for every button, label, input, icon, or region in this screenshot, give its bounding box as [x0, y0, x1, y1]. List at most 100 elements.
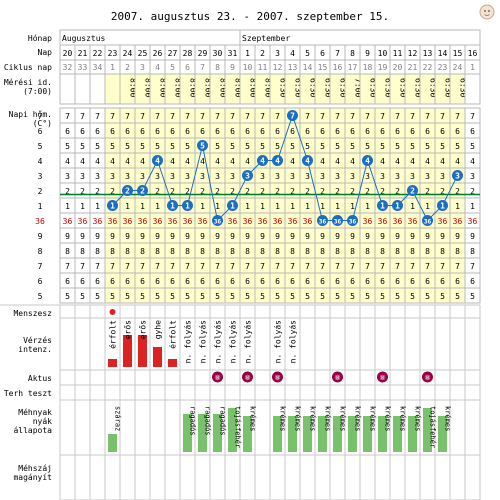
temp-cell-value: 9	[185, 232, 190, 241]
temp-cell-value: 3	[185, 172, 190, 181]
temp-cell-value: 6	[170, 127, 175, 136]
cycle-day: 33	[78, 63, 88, 72]
temp-point	[137, 185, 148, 196]
temp-cell-value: 7	[455, 262, 460, 271]
temp-cell-value: 9	[410, 232, 415, 241]
temp-cell-value: 4	[320, 157, 325, 166]
mucus-bar	[108, 434, 117, 452]
temp-cell-value: 7	[215, 112, 220, 121]
measure-time: 8:00	[249, 78, 258, 97]
temp-cell-value: 6	[470, 127, 475, 136]
mucus-bar	[183, 414, 192, 452]
temp-cell-value: 7	[335, 262, 340, 271]
temp-cell-value: 7	[425, 112, 430, 121]
bleeding-label: erős	[124, 320, 133, 339]
temp-cell-value: 9	[110, 232, 115, 241]
mucus-bar	[228, 408, 237, 452]
bleeding-label: érfolt	[108, 320, 118, 349]
month-label: Augusztus	[62, 34, 106, 43]
temp-cell-value: 2	[200, 187, 205, 196]
temp-cell-value: 9	[320, 232, 325, 241]
temp-cell-value: 5	[470, 292, 475, 301]
measure-time: 8:00	[204, 78, 213, 97]
intercourse-symbol: ⑧	[214, 374, 220, 382]
temp-point-label: 1	[110, 202, 115, 211]
temp-cell-value: 6	[275, 127, 280, 136]
temp-cell-value: 7	[470, 262, 475, 271]
temp-cell-value: 5	[425, 142, 430, 151]
temp-cell-value: 2	[335, 187, 340, 196]
temp-cell-value: 7	[140, 262, 145, 271]
temp-cell-value: 4	[290, 157, 295, 166]
temp-cell-value: 6	[365, 127, 370, 136]
temp-cell-value: 1	[320, 202, 325, 211]
temp-cell-value: 36	[408, 217, 418, 226]
temp-cell-value: 4	[95, 157, 100, 166]
temp-cell-value: 8	[365, 247, 370, 256]
temp-cell-value: 3	[305, 172, 310, 181]
temp-cell-value: 36	[303, 217, 313, 226]
temp-cell-value: 6	[140, 277, 145, 286]
mucus-label: ragadós	[204, 406, 212, 436]
temp-cell-value: 6	[65, 277, 70, 286]
label-cervix: Méhszáj magányít	[13, 464, 52, 482]
temp-cell-value: 1	[425, 202, 430, 211]
temp-cell-value: 5	[170, 142, 175, 151]
temp-cell-value: 4	[410, 157, 415, 166]
measure-time: 8:00	[189, 78, 198, 97]
bleeding-bar	[153, 347, 162, 367]
label-pregnancy-test: Terh teszt	[3, 389, 52, 398]
cycle-day: 19	[378, 63, 388, 72]
cycle-day: 10	[243, 63, 253, 72]
temp-cell-value: 2	[155, 187, 160, 196]
temp-cell-value: 2	[65, 187, 70, 196]
temp-point-label: 4	[155, 157, 160, 166]
temp-cell-value: 36	[243, 217, 253, 226]
temp-cell-value: 7	[200, 262, 205, 271]
temp-cell-value: 6	[425, 277, 430, 286]
temp-cell-value: 9	[275, 232, 280, 241]
temp-axis-label: 6	[38, 277, 43, 286]
temp-cell-value: 7	[320, 112, 325, 121]
temp-axis-label: 7	[38, 262, 43, 271]
mucus-bar	[438, 416, 447, 452]
temp-point-label: 2	[125, 187, 130, 196]
day-number: 30	[213, 49, 223, 58]
temp-point	[182, 200, 193, 211]
label-daily-temp: Napi hőm. (C°)	[8, 110, 52, 128]
temp-cell-value: 8	[395, 247, 400, 256]
temp-cell-value: 36	[63, 217, 73, 226]
temp-point	[407, 185, 418, 196]
temp-point	[302, 155, 313, 166]
temp-cell-value: 3	[395, 172, 400, 181]
temp-cell-value: 5	[65, 292, 70, 301]
mucus-bar	[378, 416, 387, 452]
temp-cell-value: 5	[155, 142, 160, 151]
temp-point	[437, 200, 448, 211]
label-menses: Menszesz	[13, 309, 52, 318]
temp-point	[422, 215, 433, 226]
day-number: 20	[63, 49, 73, 58]
temp-cell-value: 5	[155, 292, 160, 301]
mucus-label: krémes	[279, 406, 287, 431]
temp-cell-value: 3	[275, 172, 280, 181]
temp-cell-value: 8	[275, 247, 280, 256]
temp-point	[287, 110, 298, 121]
temp-cell-value: 6	[395, 127, 400, 136]
measure-time: 8:00	[129, 78, 138, 97]
temp-cell-value: 6	[455, 277, 460, 286]
temp-cell-value: 9	[65, 232, 70, 241]
cycle-day: 9	[230, 63, 235, 72]
temp-cell-value: 6	[410, 127, 415, 136]
mucus-bar	[213, 414, 222, 452]
temp-cell-value: 1	[65, 202, 70, 211]
temp-cell-value: 7	[155, 262, 160, 271]
temp-cell-value: 36	[393, 217, 403, 226]
temp-point	[242, 170, 253, 181]
temp-cell-value: 2	[95, 187, 100, 196]
temp-cell-value: 9	[365, 232, 370, 241]
label-measure-time: Mérési id. (7:00)	[3, 78, 52, 96]
temp-point-label: 1	[230, 202, 235, 211]
temp-axis-label: 4	[38, 157, 43, 166]
temp-cell-value: 1	[410, 202, 415, 211]
